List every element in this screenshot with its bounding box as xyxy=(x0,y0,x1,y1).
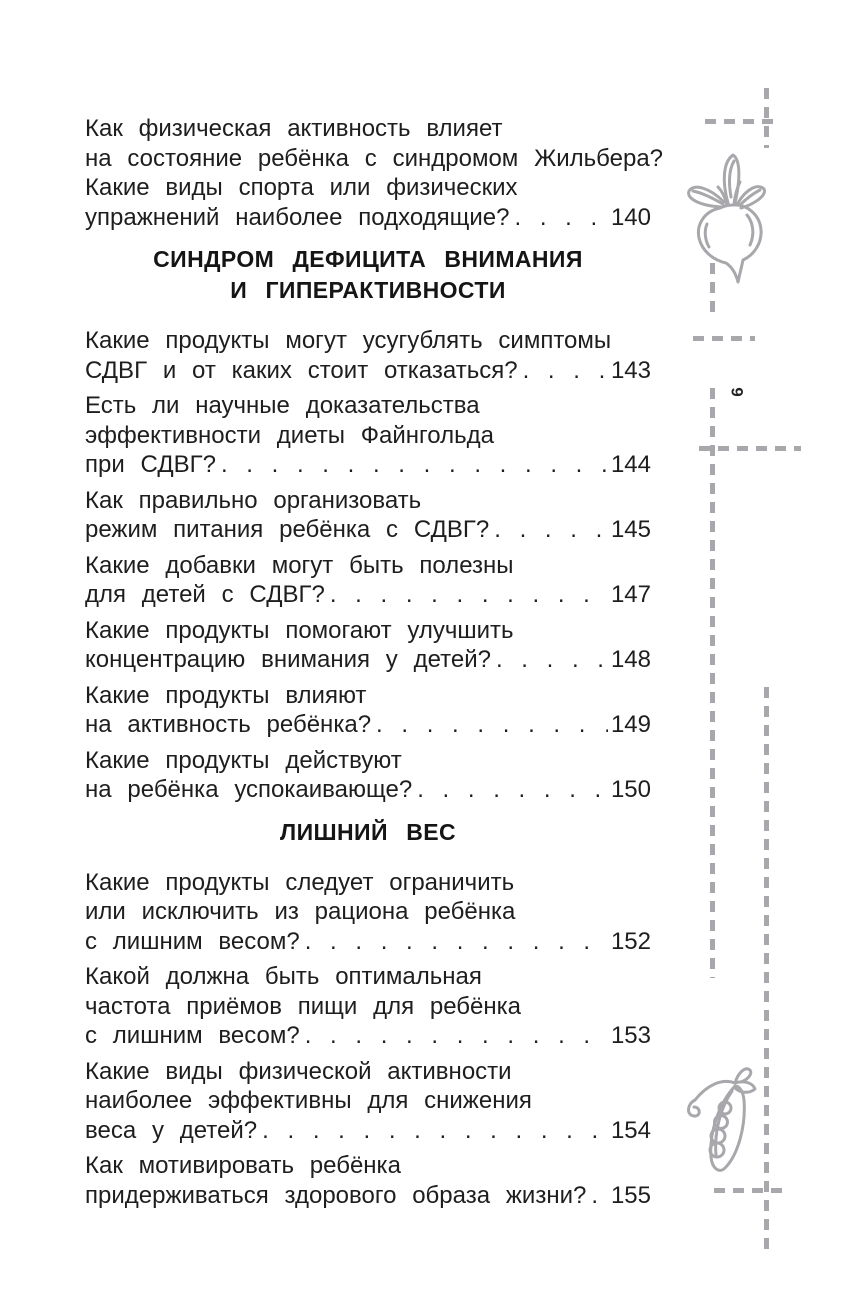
entry-text-line: СДВГ и от каких стоит отказаться? xyxy=(85,356,518,384)
entry-text-line: концентрацию внимания у детей? xyxy=(85,646,491,673)
entry-page-number: 145 xyxy=(610,516,651,543)
entry-page-number: 153 xyxy=(610,1022,651,1049)
dashed-line xyxy=(710,263,715,319)
section-heading: ЛИШНИЙ ВЕС xyxy=(85,817,651,848)
entry-last-line: придерживаться здорового образа жизни? .… xyxy=(85,1181,651,1211)
entry-text-line: придерживаться здорового образа жизни? xyxy=(85,1181,587,1209)
entry-page-number: 140 xyxy=(610,203,651,231)
entry-text-line: на состояние ребёнка с синдромом Жильбер… xyxy=(85,144,664,172)
entry-text-line: наиболее эффективны для снижения xyxy=(85,1087,532,1114)
entry-text-line: режим питания ребёнка с СДВГ? xyxy=(85,516,490,543)
entry-text-line: Какие продукты влияют xyxy=(85,681,367,709)
toc-entry: Какие продукты помогают улучшить концент… xyxy=(85,616,651,675)
entry-text-line: Как мотивировать ребёнка xyxy=(85,1152,401,1179)
entry-last-line: на ребёнка успокаивающе? . . . . . . . .… xyxy=(85,775,651,805)
dashed-line xyxy=(705,119,779,124)
toc-section: СИНДРОМ ДЕФИЦИТА ВНИМАНИЯ И ГИПЕРАКТИВНО… xyxy=(85,244,651,805)
entry-text-line: с лишним весом? xyxy=(85,927,300,955)
toc-entry: Как физическая активность влияет на сост… xyxy=(85,114,664,233)
section-heading: СИНДРОМ ДЕФИЦИТА ВНИМАНИЯ И ГИПЕРАКТИВНО… xyxy=(85,244,651,306)
entry-text-line: Как физическая активность влияет xyxy=(85,115,503,142)
entry-text-line: на ребёнка успокаивающе? xyxy=(85,776,413,803)
dot-leader: . . . . . . . . . . . . . . . . . . . . … xyxy=(591,1181,608,1209)
pea-pod-icon xyxy=(687,1067,757,1172)
toc-entry: Как мотивировать ребёнка придерживаться … xyxy=(85,1151,651,1210)
toc-entry: Какие продукты влияют на активность ребё… xyxy=(85,681,651,740)
dot-leader: . . . . . . . . . . . . . . . . . . . . … xyxy=(522,356,608,384)
entry-last-line: СДВГ и от каких стоит отказаться? . . . … xyxy=(85,356,651,386)
entry-text-line: Какие продукты следует ограничить xyxy=(85,868,515,896)
dashed-line xyxy=(764,687,769,1252)
dashed-line xyxy=(693,336,755,341)
side-page-number: 6 xyxy=(728,387,747,397)
entry-last-line: режим питания ребёнка с СДВГ? . . . . . … xyxy=(85,515,651,545)
entry-last-line: на активность ребёнка? . . . . . . . . .… xyxy=(85,710,651,740)
dashed-line xyxy=(699,446,801,451)
dot-leader: . . . . . . . . . . . . . . . . . . . . … xyxy=(417,776,608,803)
entry-last-line: с лишним весом? . . . . . . . . . . . . … xyxy=(85,1021,651,1051)
entry-text-line: частота приёмов пищи для ребёнка xyxy=(85,992,522,1020)
dashed-line xyxy=(714,1188,790,1193)
entry-last-line: веса у детей? . . . . . . . . . . . . . … xyxy=(85,1116,651,1146)
entry-page-number: 152 xyxy=(610,927,651,955)
entry-text-line: Какие продукты могут усугублять симптомы xyxy=(85,327,612,354)
entry-text-line: Какие продукты действуют xyxy=(85,746,402,774)
table-of-contents: Как физическая активность влияет на сост… xyxy=(85,114,664,1216)
entry-text-line: с лишним весом? xyxy=(85,1022,300,1049)
toc-entry: Какие виды физической активности наиболе… xyxy=(85,1057,651,1146)
entry-page-number: 147 xyxy=(610,581,651,608)
entry-last-line: для детей с СДВГ? . . . . . . . . . . . … xyxy=(85,580,651,610)
dashed-line xyxy=(764,88,769,148)
dot-leader: . . . . . . . . . . . . . . . . . . . . … xyxy=(495,646,608,673)
toc-entry: Какие продукты действуют на ребёнка успо… xyxy=(85,746,651,805)
toc-entry: Как правильно организовать режим питания… xyxy=(85,486,651,545)
entry-text-line: веса у детей? xyxy=(85,1116,258,1144)
entry-text-line: Какой должна быть оптимальная xyxy=(85,963,482,990)
entry-text-line: Какие продукты помогают улучшить xyxy=(85,616,514,644)
entry-text-line: упражнений наиболее подходящие? xyxy=(85,203,510,231)
entry-page-number: 148 xyxy=(610,646,651,673)
section-heading-line: СИНДРОМ ДЕФИЦИТА ВНИМАНИЯ xyxy=(153,246,583,272)
entry-page-number: 149 xyxy=(610,711,651,738)
toc-entry: Какие продукты могут усугублять симптомы… xyxy=(85,326,651,385)
entry-last-line: концентрацию внимания у детей? . . . . .… xyxy=(85,645,651,675)
dot-leader: . . . . . . . . . . . . . . . . . . . . … xyxy=(304,1022,608,1049)
section-heading-line: ЛИШНИЙ ВЕС xyxy=(280,818,456,845)
section-heading-line: И ГИПЕРАКТИВНОСТИ xyxy=(230,277,506,303)
toc-section: ЛИШНИЙ ВЕС Какие продукты следует ограни… xyxy=(85,817,651,1211)
entry-text-line: Какие добавки могут быть полезны xyxy=(85,551,514,579)
dot-leader: . . . . . . . . . . . . . . . . . . . . … xyxy=(262,1116,608,1144)
entry-text-line: на активность ребёнка? xyxy=(85,711,372,738)
entry-last-line: с лишним весом? . . . . . . . . . . . . … xyxy=(85,927,651,957)
dot-leader: . . . . . . . . . . . . . . . . . . . . … xyxy=(494,516,608,543)
toc-entry: Какие добавки могут быть полезны для дет… xyxy=(85,551,651,610)
entry-text-line: Какие виды спорта или физических xyxy=(85,174,518,201)
entry-page-number: 143 xyxy=(610,356,651,384)
entry-text-line: Как правильно организовать xyxy=(85,486,422,514)
toc-section: Как физическая активность влияет на сост… xyxy=(85,114,664,233)
entry-text-line: Какие виды физической активности xyxy=(85,1057,512,1085)
entry-last-line: упражнений наиболее подходящие? . . . . … xyxy=(85,203,651,233)
toc-entry: Какой должна быть оптимальная частота пр… xyxy=(85,962,651,1051)
entry-page-number: 155 xyxy=(610,1181,651,1209)
entry-page-number: 150 xyxy=(610,776,651,803)
dot-leader: . . . . . . . . . . . . . . . . . . . . … xyxy=(376,711,608,738)
entry-text-line: при СДВГ? xyxy=(85,451,216,478)
entry-text-line: или исключить из рациона ребёнка xyxy=(85,898,516,925)
dot-leader: . . . . . . . . . . . . . . . . . . . . … xyxy=(514,203,607,231)
dot-leader: . . . . . . . . . . . . . . . . . . . . … xyxy=(304,927,608,955)
entry-last-line: при СДВГ? . . . . . . . . . . . . . . . … xyxy=(85,450,651,480)
toc-entry: Есть ли научные доказательства эффективн… xyxy=(85,391,651,480)
toc-entry: Какие продукты следует ограничить или ис… xyxy=(85,868,651,957)
dot-leader: . . . . . . . . . . . . . . . . . . . . … xyxy=(220,451,608,478)
radish-icon xyxy=(687,153,766,284)
entry-text-line: для детей с СДВГ? xyxy=(85,581,325,608)
dot-leader: . . . . . . . . . . . . . . . . . . . . … xyxy=(329,581,608,608)
dashed-line xyxy=(710,388,715,978)
entry-page-number: 154 xyxy=(610,1116,651,1144)
entry-text-line: эффективности диеты Файнгольда xyxy=(85,421,494,449)
entry-text-line: Есть ли научные доказательства xyxy=(85,392,480,419)
entry-page-number: 144 xyxy=(610,451,651,478)
